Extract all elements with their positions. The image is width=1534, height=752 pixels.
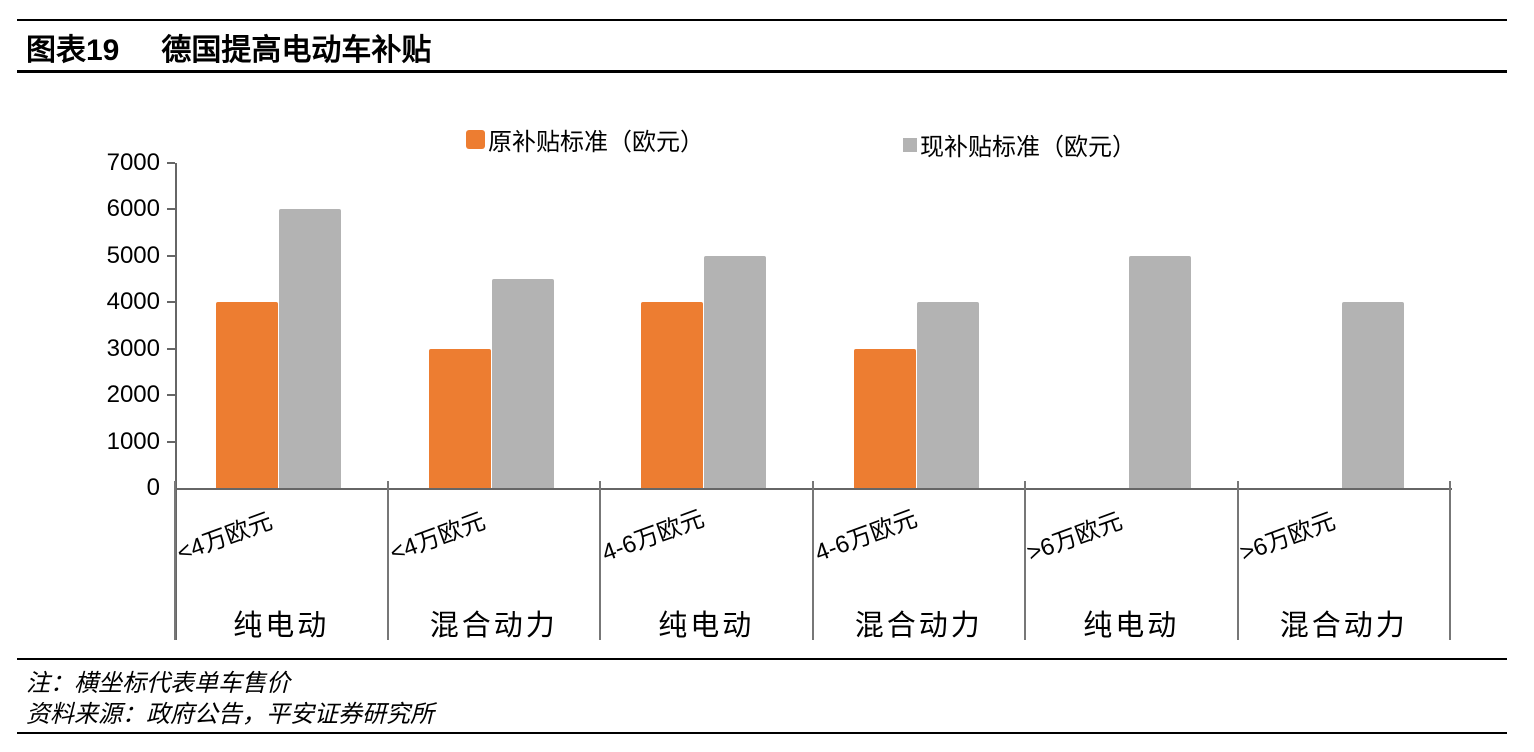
category-price-label: >6万欧元	[1235, 507, 1339, 568]
y-axis-tick	[167, 347, 175, 350]
bar-current-subsidy	[279, 209, 342, 488]
y-axis-tick-label: 0	[146, 474, 160, 501]
category-separator	[1024, 481, 1026, 640]
category-type-label: 纯电动	[1083, 610, 1180, 642]
y-axis-tick	[167, 162, 175, 164]
notes-rule	[17, 658, 1507, 660]
y-axis-tick	[167, 301, 175, 304]
y-axis-tick-label: 4000	[106, 288, 160, 316]
y-axis-tick	[167, 254, 175, 257]
category-type-label: 纯电动	[233, 610, 330, 642]
category-type-label: 混合动力	[429, 610, 558, 642]
category-separator	[1236, 481, 1239, 640]
legend-swatch-current-icon	[903, 137, 917, 152]
chart-number-label: 图表19	[26, 34, 120, 67]
x-axis-line	[175, 488, 1452, 490]
bar-original-subsidy	[428, 348, 491, 488]
category-separator	[1449, 481, 1451, 640]
y-axis-tick	[167, 440, 175, 443]
category-separator	[386, 481, 389, 640]
bar-original-subsidy	[216, 302, 279, 488]
category-separator	[599, 481, 601, 640]
chart-header: 图表19 德国提高电动车补贴	[26, 25, 431, 69]
bottom-rule	[17, 732, 1507, 734]
category-separator	[174, 481, 176, 640]
legend-swatch-original-icon	[466, 130, 485, 149]
category-type-label: 纯电动	[658, 610, 755, 642]
legend-item-original-subsidy: 原补贴标准（欧元）	[466, 122, 704, 157]
category-price-label: 4-6万欧元	[810, 505, 921, 568]
page-title: 德国提高电动车补贴	[161, 34, 432, 67]
chart-note: 注：横坐标代表单车售价	[26, 671, 290, 697]
bar-current-subsidy	[916, 302, 979, 488]
category-type-label: 混合动力	[854, 610, 983, 642]
y-axis-tick-label: 3000	[106, 334, 160, 362]
y-axis-tick-label: 7000	[106, 149, 160, 176]
bar-original-subsidy	[853, 348, 916, 488]
top-rule	[17, 19, 1507, 21]
bar-current-subsidy	[1341, 302, 1404, 488]
y-axis-tick-label: 2000	[106, 381, 160, 409]
category-price-label: >6万欧元	[1023, 507, 1127, 568]
legend-item-current-subsidy: 现补贴标准（欧元）	[903, 127, 1136, 162]
y-axis-line	[175, 163, 177, 640]
y-axis-tick	[167, 394, 175, 397]
y-axis-tick-label: 5000	[106, 241, 160, 269]
category-price-label: <4万欧元	[173, 507, 277, 568]
category-price-label: <4万欧元	[385, 507, 489, 568]
header-rule	[17, 70, 1507, 73]
legend-label-current: 现补贴标准（欧元）	[920, 134, 1136, 161]
y-axis-tick-label: 6000	[106, 195, 160, 223]
y-axis-tick	[167, 208, 175, 211]
category-price-label: 4-6万欧元	[598, 505, 708, 568]
y-axis-tick-label: 1000	[106, 427, 160, 455]
category-separator	[811, 481, 814, 640]
category-type-label: 混合动力	[1279, 610, 1408, 642]
bar-current-subsidy	[491, 279, 554, 488]
bar-current-subsidy	[704, 255, 767, 488]
legend-label-original: 原补贴标准（欧元）	[488, 129, 704, 156]
chart-source: 资料来源：政府公告，平安证券研究所	[26, 702, 434, 728]
bar-original-subsidy	[641, 302, 704, 488]
bar-current-subsidy	[1129, 255, 1192, 488]
